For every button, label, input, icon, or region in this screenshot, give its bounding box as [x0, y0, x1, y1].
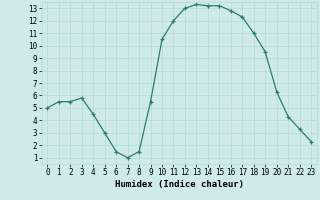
X-axis label: Humidex (Indice chaleur): Humidex (Indice chaleur)	[115, 180, 244, 189]
